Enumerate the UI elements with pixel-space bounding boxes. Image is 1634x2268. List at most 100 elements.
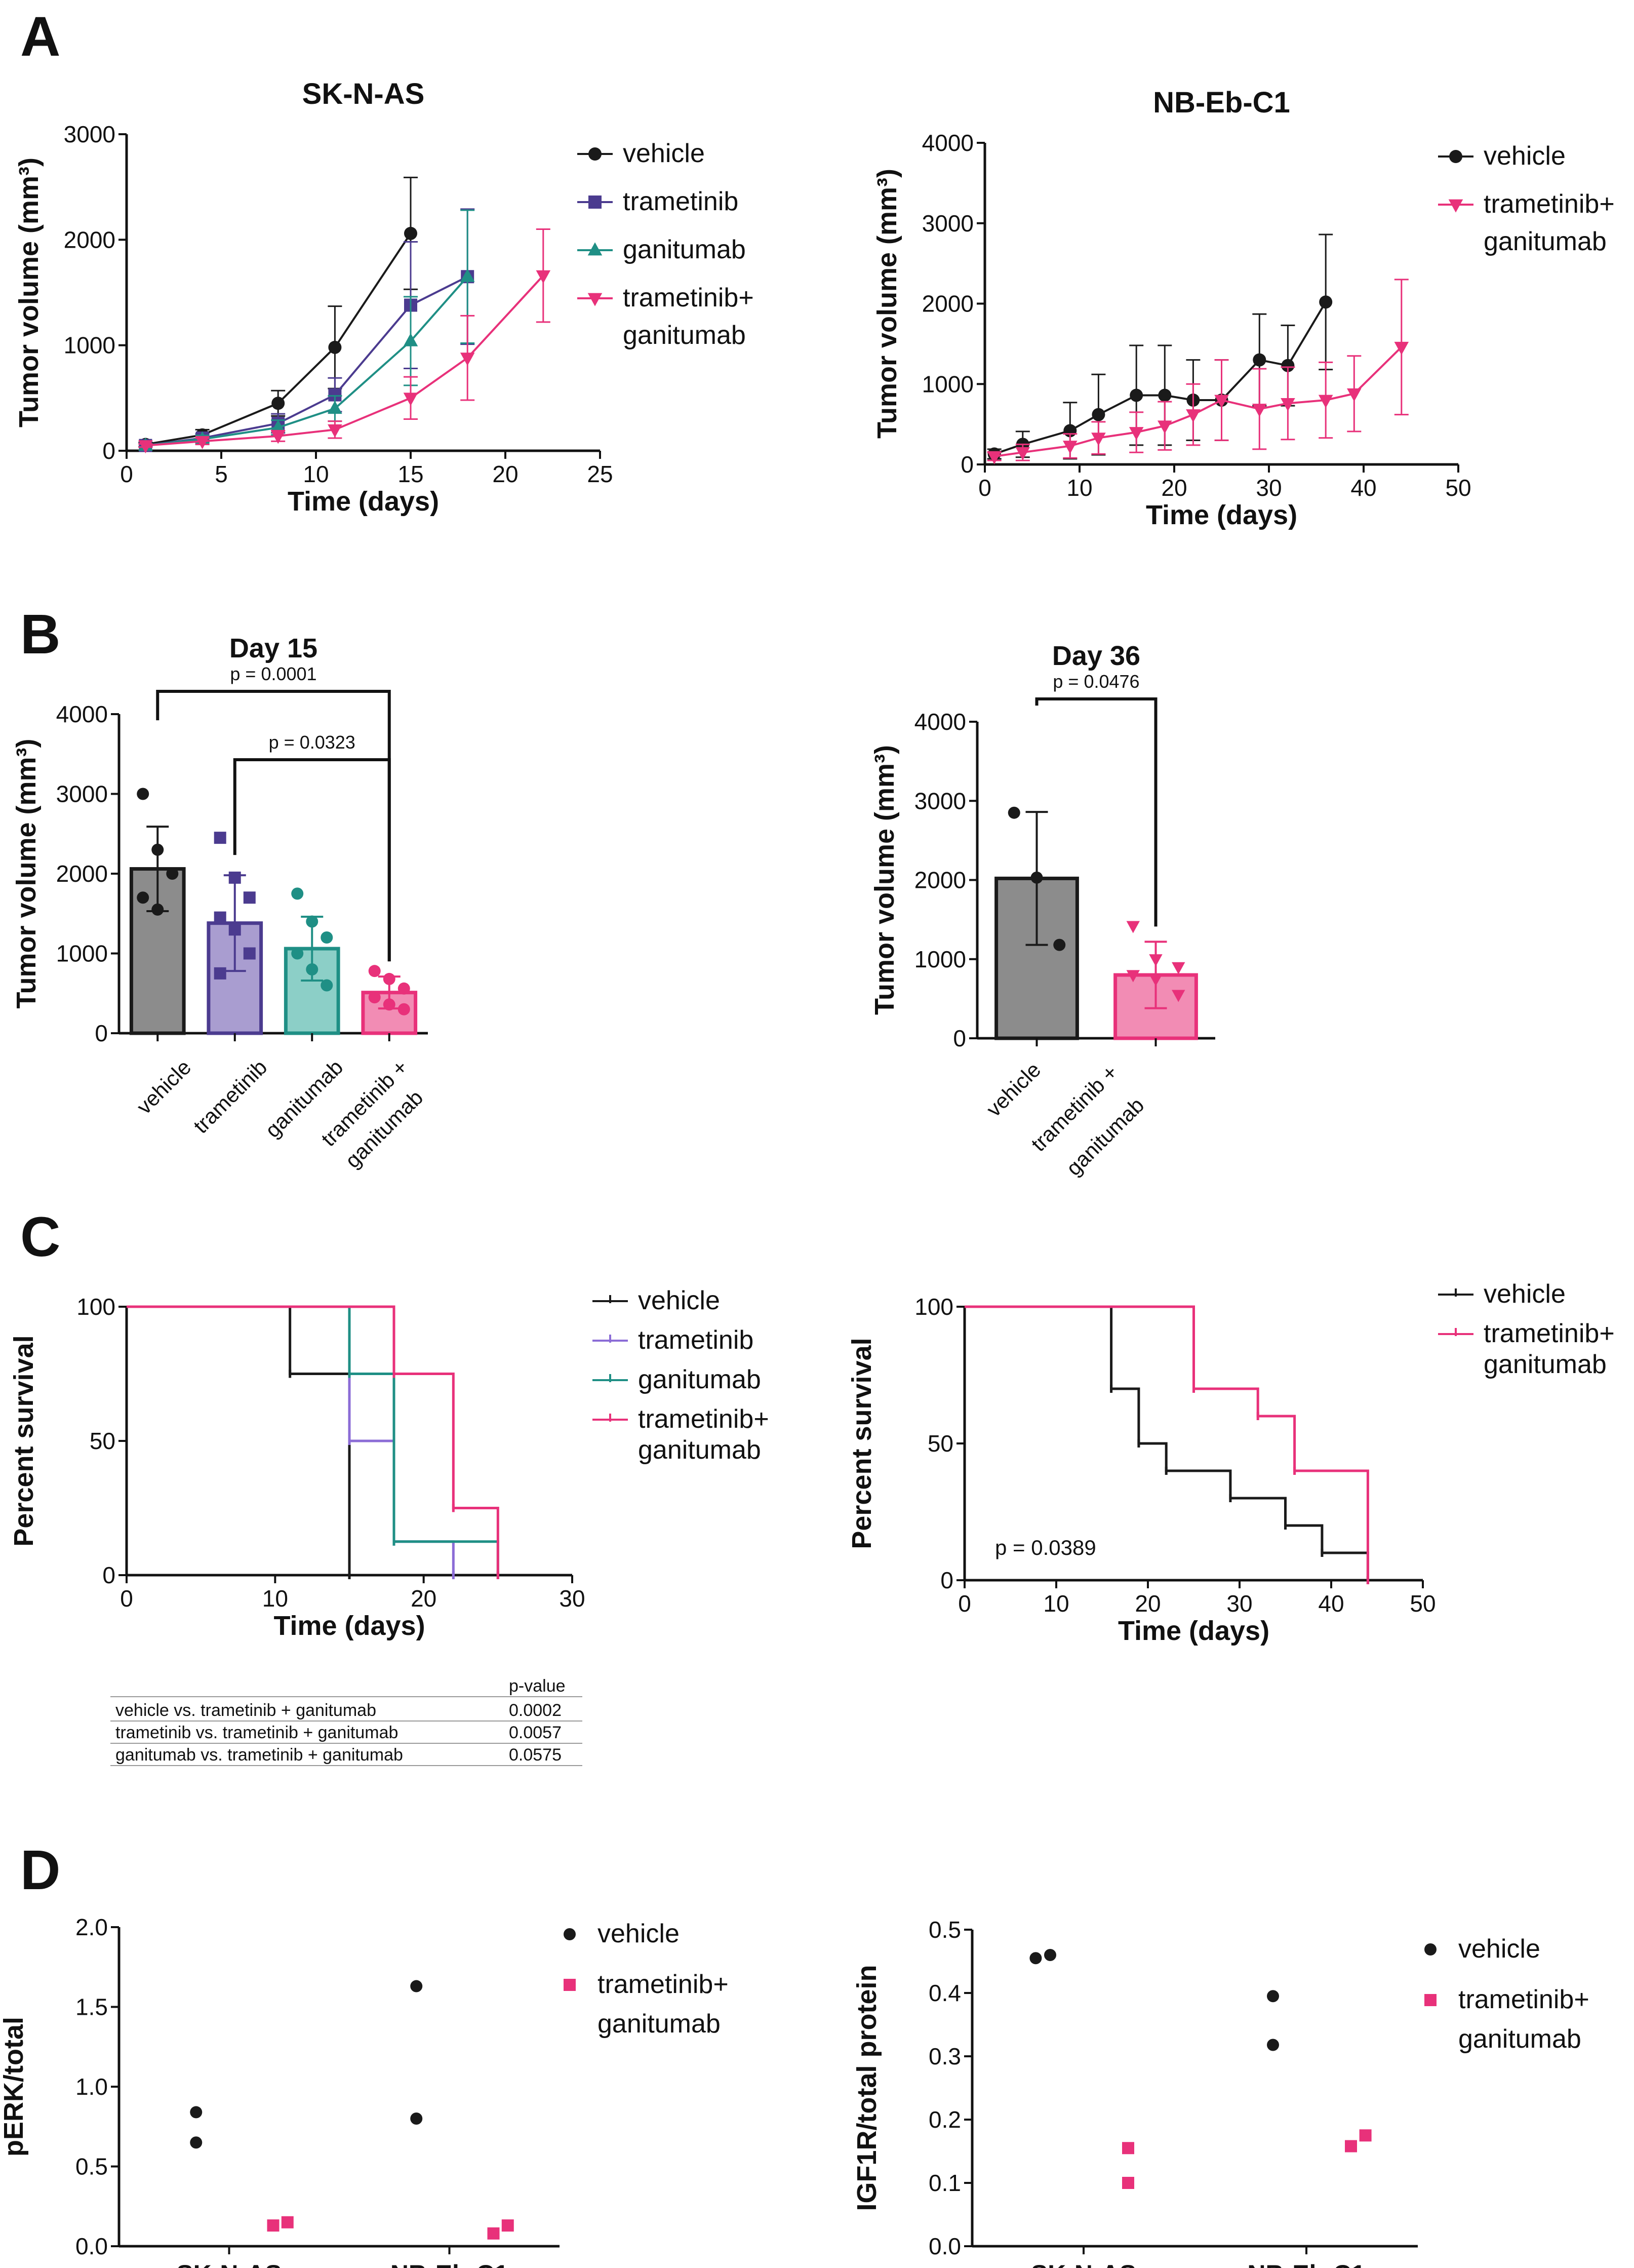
table-p-value: 0.0575	[509, 1745, 562, 1765]
y-tick-label: 2000	[914, 867, 966, 893]
table-header: p-value	[509, 1676, 566, 1696]
data-point	[195, 436, 210, 449]
legend-label: trametinib+	[1484, 189, 1615, 219]
y-tick-label: 0	[961, 451, 974, 478]
data-point	[306, 915, 318, 928]
data-point	[243, 947, 256, 960]
x-tick-label: 30	[559, 1585, 585, 1612]
panel-letter-a: A	[20, 6, 60, 68]
series-line	[145, 275, 544, 447]
x-tick-label: 0	[978, 475, 991, 501]
chart-title: Day 36	[1052, 641, 1140, 671]
data-point	[328, 340, 342, 354]
data-point	[1252, 404, 1267, 417]
x-axis-label: Time (days)	[273, 1611, 425, 1641]
data-point	[270, 431, 286, 444]
data-point	[137, 891, 149, 904]
y-axis-label: Tumor volume (mm³)	[14, 158, 44, 427]
data-point	[137, 788, 149, 800]
legend-label: trametinib+	[638, 1404, 769, 1434]
chart-d1: 0.0 0.5 1.0 1.5 2.0 pERK/total SK-N-AS NB-Eb-C1…	[0, 1914, 729, 2268]
chart-a1: SK-N-AS 0 1000 2000 3000 0 5 10 15 20 25 Time (days…	[14, 77, 754, 517]
data-point	[1029, 1952, 1042, 1965]
data-point	[1267, 1990, 1279, 2003]
data-point	[397, 982, 410, 995]
data-point	[403, 393, 418, 406]
table-comparison: ganitumab vs. trametinib + ganitumab	[115, 1745, 403, 1765]
legend-label: ganitumab	[623, 235, 746, 264]
data-point	[1149, 954, 1163, 967]
data-point	[1008, 806, 1020, 819]
data-point	[397, 1003, 410, 1015]
data-point	[1053, 939, 1066, 951]
y-axis-label: pERK/total	[0, 2017, 29, 2157]
y-tick-label: 2000	[64, 226, 115, 253]
legend-label: ganitumab	[1484, 1350, 1607, 1379]
data-point	[270, 419, 286, 433]
y-tick-label: 1000	[64, 332, 115, 359]
significance-bracket	[1035, 697, 1158, 927]
data-point	[267, 2219, 280, 2232]
category-label: trametinib	[189, 1055, 272, 1138]
chart-c2: 0 50 100 0 10 20 30 40 50 Time (days) Percent surv…	[847, 1279, 1615, 1646]
data-point	[271, 397, 285, 410]
y-tick-label: 1.0	[75, 2074, 108, 2100]
legend-label: trametinib+	[1484, 1319, 1615, 1348]
data-point	[1063, 441, 1078, 454]
survival-curve	[127, 1305, 351, 1575]
data-point	[190, 2106, 203, 2119]
legend-label: trametinib+	[597, 1970, 729, 1999]
y-tick-label: 4000	[914, 709, 966, 735]
data-point	[243, 891, 256, 904]
data-point	[1359, 2129, 1372, 2142]
x-tick-label: 20	[1135, 1590, 1161, 1617]
legend-label: vehicle	[597, 1919, 680, 1948]
y-tick-label: 0.5	[75, 2154, 108, 2180]
series-line	[145, 276, 468, 447]
y-tick-label: 1000	[922, 371, 974, 397]
y-tick-label: 4000	[56, 701, 108, 727]
chart-b1: Day 15 0 1000 2000 3000 4000 Tumor volume (mm³…	[11, 633, 428, 1172]
data-point	[460, 353, 475, 366]
x-tick-label: 30	[1256, 475, 1282, 501]
data-point	[328, 424, 342, 438]
data-point	[1253, 353, 1266, 367]
x-tick-label: 15	[397, 461, 423, 487]
y-tick-label: 0.1	[929, 2170, 961, 2196]
data-point	[321, 931, 333, 944]
y-tick-label: 100	[76, 1294, 115, 1320]
x-tick-label: 40	[1350, 475, 1376, 501]
data-point	[1186, 409, 1201, 423]
y-tick-label: 3000	[914, 788, 966, 814]
legend-label: trametinib+	[1458, 1985, 1589, 2014]
y-tick-label: 0	[102, 1562, 115, 1588]
x-tick-label: 25	[587, 461, 613, 487]
y-axis-label: IGF1R/total protein	[852, 1965, 882, 2211]
panel-letter-b: B	[20, 603, 60, 666]
x-axis-label: Time (days)	[1146, 500, 1297, 530]
data-point	[487, 2227, 500, 2240]
legend-marker	[588, 147, 602, 161]
legend-label: ganitumab	[1458, 2024, 1581, 2054]
x-tick-label: 20	[411, 1585, 436, 1612]
data-point	[228, 923, 241, 936]
data-point	[1015, 447, 1030, 460]
y-tick-label: 2000	[56, 861, 108, 887]
series-ganitumab	[138, 209, 475, 451]
data-point	[404, 226, 417, 240]
data-point	[151, 903, 164, 916]
legend-marker	[1424, 1994, 1437, 2006]
data-point	[1319, 295, 1333, 309]
data-point	[383, 972, 395, 985]
x-tick-label: 0	[120, 461, 133, 487]
series-vehicle	[138, 176, 418, 451]
legend-label: ganitumab	[1484, 227, 1607, 256]
chart-d2: 0.0 0.1 0.2 0.3 0.4 0.5 IGF1R/total protein SK-…	[852, 1917, 1589, 2268]
y-tick-label: 0	[102, 438, 115, 464]
legend-label: vehicle	[1484, 1279, 1566, 1309]
survival-curve	[965, 1305, 1369, 1580]
data-point	[328, 401, 342, 414]
legend-label: ganitumab	[623, 321, 746, 350]
data-point	[1172, 962, 1185, 974]
